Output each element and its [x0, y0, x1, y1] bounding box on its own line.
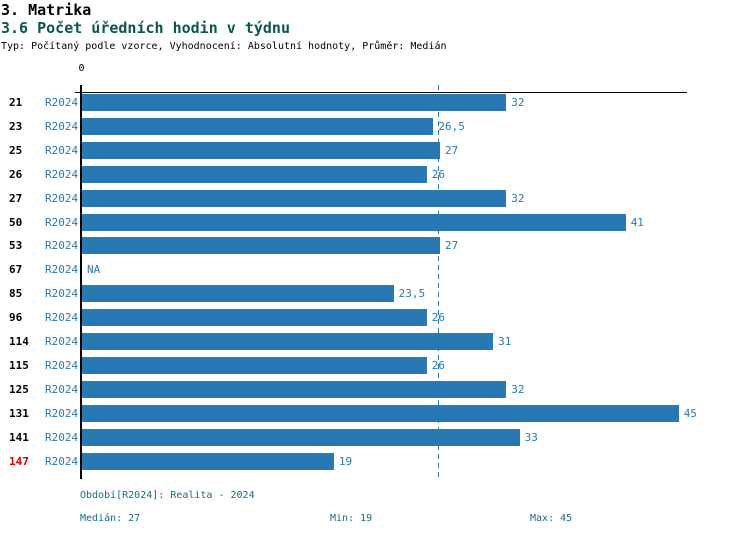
row-value-label: 33 — [524, 430, 538, 444]
row-value-label: 23,5 — [398, 287, 426, 301]
row-period-label: R2024 — [45, 382, 79, 396]
row-bar — [82, 213, 626, 231]
row-period-label: R2024 — [45, 191, 79, 205]
row-bar — [82, 94, 507, 111]
row-period-label: R2024 — [45, 335, 79, 348]
row-bar — [82, 285, 394, 303]
zero-tick-label: 0 — [78, 63, 85, 74]
row-value-label: 32 — [511, 96, 525, 109]
row-bar — [82, 141, 440, 159]
row-value-label: 26,5 — [438, 119, 465, 133]
row-id-label: 141 — [9, 430, 29, 444]
legend-period: Období[R2024]: Realita - 2024 — [80, 490, 255, 501]
row-period-label: R2024 — [45, 239, 79, 253]
row-period-label: R2024 — [45, 143, 79, 157]
row-bar — [82, 380, 507, 398]
report-title: 3. Matrika — [1, 1, 92, 19]
row-id-label: 25 — [9, 143, 23, 157]
row-bar — [82, 404, 679, 422]
y-axis-line — [80, 85, 82, 479]
row-value-label: 27 — [445, 143, 459, 157]
row-id-label: 21 — [9, 96, 23, 109]
row-id-label: 67 — [9, 263, 23, 277]
row-value-label: 26 — [431, 358, 446, 372]
row-bar — [82, 117, 434, 135]
row-id-label: 125 — [9, 382, 29, 396]
row-id-label: 27 — [9, 191, 23, 205]
row-period-label: R2024 — [45, 119, 79, 133]
row-bar — [82, 333, 494, 350]
row-value-label: 32 — [511, 191, 525, 205]
row-bar — [82, 428, 520, 446]
row-value-label: NA — [87, 263, 101, 277]
row-bar — [82, 309, 427, 327]
row-value-label: 41 — [630, 215, 644, 229]
row-period-label: R2024 — [45, 96, 79, 109]
stat-max: Max: 45 — [530, 513, 573, 524]
row-id-label: 131 — [9, 406, 29, 420]
row-bar — [82, 356, 427, 374]
row-id-label: 114 — [9, 335, 29, 348]
row-value-label: 31 — [498, 335, 512, 348]
row-period-label: R2024 — [45, 406, 79, 420]
stat-median: Medián: 27 — [80, 513, 141, 524]
row-period-label: R2024 — [45, 454, 79, 468]
row-id-label: 96 — [9, 311, 23, 325]
row-value-label: 45 — [683, 406, 697, 420]
row-id-label: 85 — [9, 287, 23, 301]
x-axis-line — [75, 92, 687, 93]
row-value-label: 32 — [511, 382, 525, 396]
row-id-label: 53 — [9, 239, 23, 253]
stat-min: Min: 19 — [330, 513, 373, 524]
row-period-label: R2024 — [45, 358, 79, 372]
row-id-label: 50 — [9, 215, 23, 229]
row-period-label: R2024 — [45, 311, 79, 325]
row-id-label: 26 — [9, 167, 23, 181]
median-line — [438, 85, 439, 477]
row-id-label: 115 — [9, 358, 29, 372]
row-bar — [82, 452, 334, 470]
row-value-label: 26 — [431, 167, 446, 181]
row-period-label: R2024 — [45, 263, 79, 277]
row-period-label: R2024 — [45, 287, 79, 301]
chart-meta: Typ: Počítaný podle vzorce, Vyhodnocení:… — [1, 41, 447, 52]
row-bar — [82, 189, 507, 207]
row-bar — [82, 165, 427, 183]
row-value-label: 27 — [445, 239, 459, 253]
row-period-label: R2024 — [45, 215, 79, 229]
section-title: 3.6 Počet úředních hodin v týdnu — [1, 19, 290, 37]
row-value-label: 26 — [431, 311, 446, 325]
row-period-label: R2024 — [45, 167, 79, 181]
row-value-label: 19 — [338, 454, 353, 468]
row-bar — [82, 237, 440, 255]
row-period-label: R2024 — [45, 430, 79, 444]
row-id-label: 147 — [9, 454, 29, 468]
row-id-label: 23 — [9, 119, 23, 133]
